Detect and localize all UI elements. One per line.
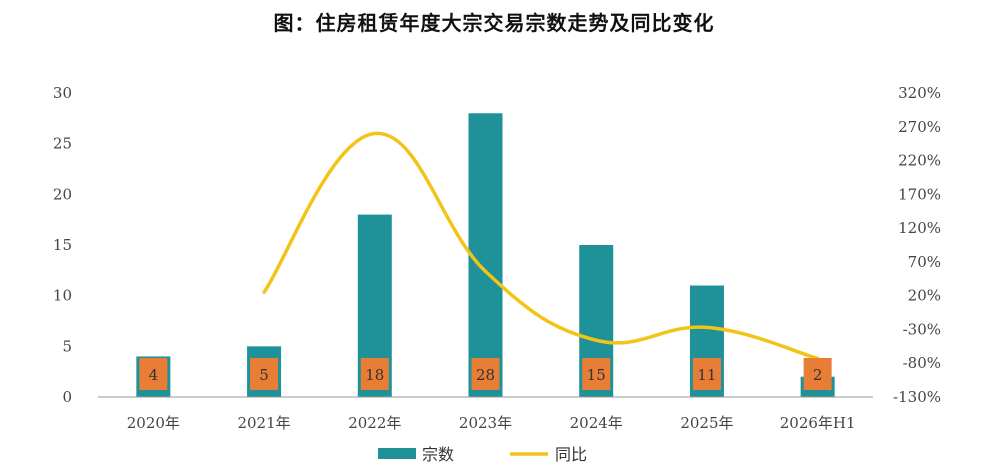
left-tick-label: 0	[62, 388, 72, 406]
x-tick-label: 2022年	[348, 414, 401, 432]
x-tick-label: 2021年	[237, 414, 290, 432]
legend-line-label: 同比	[555, 445, 587, 464]
right-tick-label: -30%	[903, 320, 941, 338]
right-tick-label: -130%	[893, 388, 941, 406]
left-tick-label: 10	[53, 287, 72, 305]
x-tick-label: 2020年	[127, 414, 180, 432]
left-tick-label: 30	[53, 84, 72, 102]
data-label: 28	[476, 366, 495, 384]
data-labels: 4 5 18 28 15 11 2	[139, 358, 832, 390]
left-tick-label: 20	[53, 185, 72, 203]
right-y-axis: -130% -80% -30% 20% 70% 120% 170% 220% 270% 320%	[893, 84, 941, 406]
right-tick-label: -80%	[903, 354, 941, 372]
chart-title: 图：住房租赁年度大宗交易宗数走势及同比变化	[274, 11, 715, 35]
bar-series	[136, 113, 835, 398]
data-label-box	[471, 358, 500, 390]
data-label: 2	[813, 366, 823, 384]
data-label-box	[582, 358, 611, 390]
right-tick-label: 320%	[898, 84, 941, 102]
data-label: 11	[697, 366, 716, 384]
data-label-box	[803, 358, 832, 390]
x-tick-label: 2025年	[680, 414, 733, 432]
x-axis-ticks: 2020年 2021年 2022年 2023年 2024年 2025年 2026年H1	[127, 414, 856, 432]
right-tick-label: 270%	[898, 118, 941, 136]
data-label-box	[692, 358, 721, 390]
data-label: 15	[587, 366, 606, 384]
data-label-box	[139, 358, 168, 390]
right-tick-label: 220%	[898, 152, 941, 170]
data-label: 5	[259, 366, 269, 384]
legend-bar-label: 宗数	[422, 445, 454, 464]
right-tick-label: 20%	[908, 287, 941, 305]
bar	[468, 113, 503, 398]
left-tick-label: 25	[53, 135, 72, 153]
right-tick-label: 120%	[898, 219, 941, 237]
data-label-box	[360, 358, 389, 390]
left-y-axis: 0 5 10 15 20 25 30	[53, 84, 72, 406]
data-label: 18	[365, 366, 384, 384]
data-label: 4	[149, 366, 159, 384]
yoy-line	[262, 131, 820, 361]
data-label-box	[250, 358, 279, 390]
right-tick-label: 70%	[908, 253, 941, 271]
x-tick-label: 2023年	[459, 414, 512, 432]
x-tick-label: 2026年H1	[780, 414, 856, 432]
x-tick-label: 2024年	[570, 414, 623, 432]
left-tick-label: 15	[53, 236, 72, 254]
left-tick-label: 5	[62, 337, 72, 355]
legend: 宗数 同比	[378, 445, 587, 464]
legend-bar-swatch	[378, 448, 416, 459]
right-tick-label: 170%	[898, 185, 941, 203]
